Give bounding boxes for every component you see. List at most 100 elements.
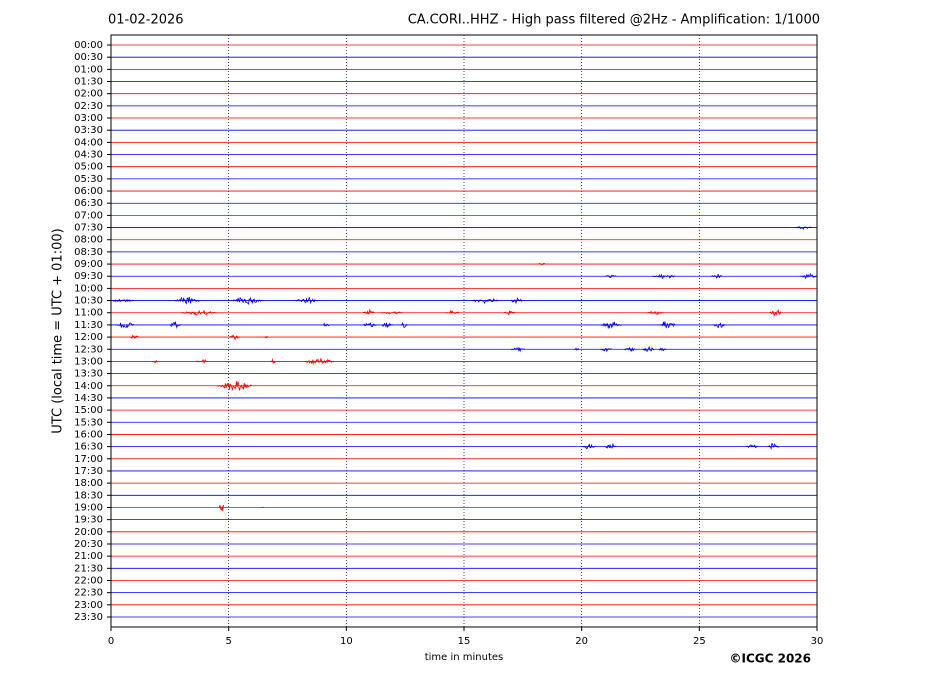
y-tick-label: 01:30	[74, 77, 103, 88]
seismic-event	[129, 334, 140, 340]
x-tick-label: 20	[575, 636, 588, 647]
seismic-event	[230, 296, 264, 306]
x-tick-label: 30	[811, 636, 824, 647]
x-tick-label: 10	[340, 636, 353, 647]
seismic-event	[769, 309, 782, 318]
y-tick-label: 15:30	[74, 417, 103, 428]
seismic-event	[799, 272, 817, 280]
plot-frame	[110, 34, 818, 628]
y-tick-label: 12:00	[74, 332, 103, 343]
seismic-event	[153, 359, 158, 363]
seismic-event	[604, 274, 617, 279]
seismic-event	[195, 359, 207, 365]
y-tick-label: 21:30	[74, 563, 103, 574]
seismic-event	[400, 321, 408, 328]
y-tick-label: 08:30	[74, 247, 103, 258]
y-tick-label: 16:30	[74, 442, 103, 453]
seismic-event	[767, 443, 780, 450]
seismic-event	[294, 296, 318, 305]
y-tick-label: 22:30	[74, 588, 103, 599]
y-tick-label: 09:00	[74, 259, 103, 270]
y-tick-label: 13:00	[74, 356, 103, 367]
y-tick-label: 20:30	[74, 539, 103, 550]
seismic-event	[658, 347, 667, 352]
y-tick-label: 21:00	[74, 551, 103, 562]
seismic-event	[710, 273, 723, 279]
y-tick-label: 04:00	[74, 137, 103, 148]
seismic-event	[503, 310, 516, 316]
y-axis-label: UTC (local time = UTC + 01:00)	[51, 228, 66, 433]
y-tick-label: 03:00	[74, 113, 103, 124]
seismic-event	[470, 298, 500, 305]
y-tick-label: 19:30	[74, 515, 103, 526]
seismic-event	[600, 347, 612, 353]
y-tick-label: 17:00	[74, 454, 103, 465]
seismic-event	[642, 345, 655, 352]
y-tick-label: 18:00	[74, 478, 103, 489]
y-tick-label: 12:30	[74, 344, 103, 355]
y-tick-label: 22:00	[74, 575, 103, 586]
x-tick-label: 25	[693, 636, 706, 647]
y-tick-label: 10:00	[74, 283, 103, 294]
y-tick-label: 14:30	[74, 393, 103, 404]
y-tick-label: 17:30	[74, 466, 103, 477]
y-tick-label: 13:30	[74, 369, 103, 380]
seismic-event	[604, 442, 617, 449]
seismic-event	[623, 346, 636, 353]
date-title: 01-02-2026	[108, 13, 184, 28]
seismic-event	[218, 504, 224, 512]
y-tick-label: 06:00	[74, 186, 103, 197]
seismic-event	[510, 297, 523, 305]
seismic-event	[362, 322, 377, 328]
y-tick-label: 07:00	[74, 210, 103, 221]
y-tick-label: 10:30	[74, 296, 103, 307]
copyright: ©ICGC 2026	[729, 652, 811, 666]
seismic-event	[114, 322, 135, 329]
x-axis-label: time in minutes	[425, 652, 504, 663]
seismic-event	[793, 225, 812, 230]
seismic-event	[181, 309, 217, 316]
seismic-event	[261, 506, 265, 509]
seismic-event	[536, 262, 547, 266]
seismic-event	[263, 336, 269, 339]
seismic-event	[228, 334, 240, 341]
seismic-event	[173, 296, 200, 305]
seismic-event	[746, 444, 758, 449]
y-tick-label: 23:00	[74, 600, 103, 611]
seismic-event	[510, 347, 526, 353]
seismic-event	[659, 321, 676, 329]
seismic-event	[380, 322, 394, 329]
y-tick-label: 00:00	[74, 40, 103, 51]
seismic-event	[216, 381, 253, 391]
seismic-event	[581, 443, 596, 450]
y-tick-label: 02:30	[74, 101, 103, 112]
y-tick-label: 03:30	[74, 125, 103, 136]
y-tick-label: 01:00	[74, 64, 103, 75]
seismic-event	[303, 357, 335, 366]
x-tick-label: 15	[458, 636, 471, 647]
y-tick-label: 05:00	[74, 162, 103, 173]
y-tick-label: 14:00	[74, 381, 103, 392]
seismic-event	[647, 310, 664, 315]
seismic-event	[362, 308, 375, 315]
y-tick-label: 18:30	[74, 490, 103, 501]
y-tick-label: 11:30	[74, 320, 103, 331]
x-tick-label: 5	[225, 636, 231, 647]
y-tick-label: 11:00	[74, 308, 103, 319]
y-tick-label: 02:00	[74, 89, 103, 100]
y-tick-label: 16:00	[74, 429, 103, 440]
seismic-event	[110, 298, 135, 303]
y-tick-label: 19:00	[74, 502, 103, 513]
seismic-event	[169, 320, 182, 329]
seismic-event	[322, 322, 330, 327]
y-tick-label: 07:30	[74, 223, 103, 234]
y-tick-label: 00:30	[74, 52, 103, 63]
y-tick-label: 09:30	[74, 271, 103, 282]
y-tick-label: 04:30	[74, 150, 103, 161]
seismic-event	[574, 347, 580, 351]
seismic-event	[713, 322, 726, 329]
seismic-event	[270, 358, 276, 365]
y-tick-label: 05:30	[74, 174, 103, 185]
y-tick-label: 06:30	[74, 198, 103, 209]
